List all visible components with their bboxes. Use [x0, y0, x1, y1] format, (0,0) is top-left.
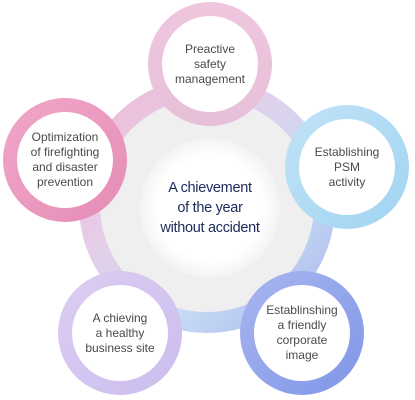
node-label-healthy-business-site: A chieving a healthy business site [85, 310, 155, 355]
center-circle [140, 138, 280, 278]
center-goal-label: A chievement of the year without acciden… [160, 180, 260, 236]
node-label-firefighting-disaster: Optimization of firefighting and disaste… [30, 130, 100, 189]
node-bottom-right-circle [240, 271, 364, 395]
node-label-corporate-image: Establinshing a friendly corporate image [266, 303, 338, 362]
node-right-circle [285, 105, 409, 229]
node-left-circle [3, 98, 127, 222]
node-top-circle [148, 2, 272, 126]
node-label-psm-activity: Establishing PSM activity [314, 144, 380, 189]
node-bottom-left-circle [58, 271, 182, 395]
node-label-preactive-safety: Preactive safety management [174, 41, 246, 86]
